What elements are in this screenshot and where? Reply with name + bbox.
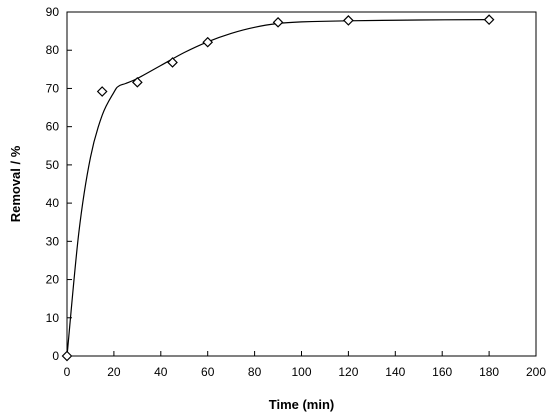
x-tick-label: 200 xyxy=(526,365,546,379)
x-tick-label: 80 xyxy=(248,365,262,379)
data-point xyxy=(61,350,73,362)
data-point xyxy=(483,14,495,25)
y-tick-label: 90 xyxy=(46,5,60,19)
fitted-curve xyxy=(66,19,490,357)
data-point xyxy=(132,76,143,88)
x-tick-label: 40 xyxy=(154,365,168,379)
data-point xyxy=(96,86,108,97)
x-tick-label: 0 xyxy=(64,365,71,379)
y-tick-label: 0 xyxy=(52,349,59,363)
y-tick-label: 80 xyxy=(46,43,60,57)
y-tick-label: 60 xyxy=(46,120,60,134)
y-tick-label: 20 xyxy=(46,273,60,287)
x-tick-label: 120 xyxy=(338,365,358,379)
x-axis-title: Time (min) xyxy=(269,397,335,412)
y-tick-label: 40 xyxy=(46,196,60,210)
x-tick-label: 180 xyxy=(479,365,499,379)
y-tick-label: 50 xyxy=(46,158,60,172)
axis-ticks xyxy=(66,11,537,357)
x-tick-label: 20 xyxy=(107,365,121,379)
y-axis-title: Removal / % xyxy=(8,145,23,222)
y-tick-label: 30 xyxy=(46,234,60,248)
plot-frame xyxy=(66,11,537,357)
x-tick-label: 140 xyxy=(385,365,405,379)
data-point xyxy=(202,36,214,48)
data-markers xyxy=(61,14,495,362)
x-tick-label: 160 xyxy=(432,365,452,379)
data-point xyxy=(167,57,178,68)
data-point xyxy=(272,16,284,28)
y-tick-label: 70 xyxy=(46,81,60,95)
x-tick-label: 100 xyxy=(291,365,311,379)
x-tick-label: 60 xyxy=(201,365,215,379)
axis-tick-labels: 0 20 40 60 80 100 120 140 160 180 200 0 10 20 30 40 50 60… xyxy=(46,5,547,379)
data-point xyxy=(343,15,354,26)
y-tick-label: 10 xyxy=(46,311,60,325)
